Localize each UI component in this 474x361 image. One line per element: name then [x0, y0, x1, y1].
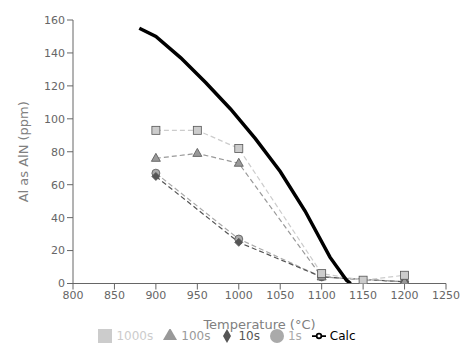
svg-text:1000: 1000	[225, 289, 253, 302]
svg-text:800: 800	[63, 289, 84, 302]
svg-text:0: 0	[58, 277, 65, 290]
svg-text:60: 60	[51, 179, 65, 192]
svg-text:950: 950	[187, 289, 208, 302]
svg-text:900: 900	[145, 289, 166, 302]
html-text:Calc: Calc	[329, 328, 356, 343]
svg-text:Temperature (°C): Temperature (°C)	[202, 317, 315, 332]
svg-text:120: 120	[44, 80, 65, 93]
svg-text:1100: 1100	[308, 289, 336, 302]
svg-text:1200: 1200	[391, 289, 419, 302]
svg-text:40: 40	[51, 212, 65, 225]
html-text:1s: 1s	[288, 328, 302, 343]
html-text:100s: 100s	[181, 328, 211, 343]
svg-text:100: 100	[44, 113, 65, 126]
svg-text:20: 20	[51, 244, 65, 257]
svg-text:140: 140	[44, 47, 65, 60]
svg-text:1250: 1250	[432, 289, 460, 302]
svg-text:1150: 1150	[349, 289, 377, 302]
svg-text:Al as AlN (ppm): Al as AlN (ppm)	[16, 101, 31, 202]
svg-text:1050: 1050	[266, 289, 294, 302]
svg-text:160: 160	[44, 14, 65, 27]
html-text:1000s: 1000s	[116, 328, 154, 343]
svg-text:80: 80	[51, 146, 65, 159]
html-text:10s: 10s	[238, 328, 260, 343]
svg-text:850: 850	[104, 289, 125, 302]
